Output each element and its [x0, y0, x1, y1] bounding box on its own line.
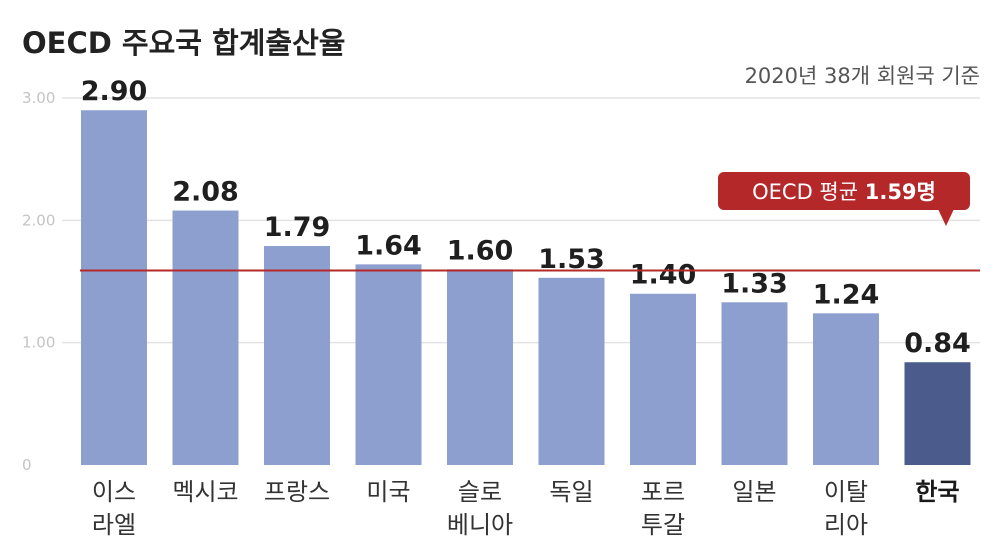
category-label: 리아 — [824, 511, 868, 539]
category-label: 포르 — [641, 478, 685, 506]
bar — [81, 110, 147, 465]
bar-value-label: 1.60 — [447, 235, 514, 266]
category-label: 멕시코 — [172, 478, 238, 506]
bar-value-label: 1.33 — [721, 268, 788, 299]
category-label: 이탈 — [824, 478, 868, 506]
y-tick-label: 2.00 — [22, 211, 55, 229]
category-label: 베니아 — [447, 511, 513, 539]
bar — [264, 246, 330, 465]
bar — [447, 269, 513, 465]
bar — [538, 277, 605, 465]
category-label: 라엘 — [92, 511, 136, 539]
category-label: 한국 — [915, 478, 959, 506]
bar — [355, 264, 422, 465]
bar — [721, 302, 788, 465]
oecd-average-label: OECD 평균 1.59명 — [752, 180, 936, 204]
bar — [813, 313, 879, 465]
bar-value-label: 1.24 — [813, 279, 880, 310]
category-label: 슬로 — [458, 478, 502, 506]
bar-value-label: 0.84 — [904, 328, 971, 359]
callout-pointer — [938, 209, 954, 226]
y-tick-label: 1.00 — [22, 334, 55, 352]
category-label: 이스 — [92, 478, 136, 506]
bar-value-label: 2.90 — [81, 76, 148, 107]
category-label: 프랑스 — [264, 478, 330, 506]
oecd-average: OECD 평균 1.59명 — [80, 172, 980, 272]
bar-value-label: 1.79 — [264, 212, 331, 243]
category-label: 투갈 — [641, 511, 685, 539]
category-label: 독일 — [549, 478, 593, 506]
bar — [172, 210, 239, 465]
category-label: 일본 — [732, 478, 776, 506]
chart-title: OECD 주요국 합계출산율 — [22, 26, 345, 60]
bar-value-label: 1.64 — [355, 230, 422, 261]
bar-value-labels: 2.902.081.791.64 1.60 1.531.40 1.33 1.240.84 — [81, 76, 971, 359]
bar-value-label: 2.08 — [172, 177, 239, 208]
bar-value-label: 1.40 — [630, 260, 697, 291]
oecd-average-label-prefix: OECD 평균 — [752, 180, 865, 204]
chart-subtitle: 2020년 38개 회원국 기준 — [745, 64, 980, 88]
y-axis-ticks: 0 1.00 2.00 3.00 — [22, 89, 55, 474]
oecd-average-callout — [718, 172, 970, 210]
bar — [630, 293, 696, 465]
bars — [81, 110, 971, 465]
bar — [904, 362, 971, 465]
category-label: 미국 — [366, 478, 410, 506]
y-tick-label: 3.00 — [22, 89, 55, 107]
y-tick-label: 0 — [22, 456, 32, 474]
oecd-average-label-value: 1.59명 — [865, 180, 936, 204]
